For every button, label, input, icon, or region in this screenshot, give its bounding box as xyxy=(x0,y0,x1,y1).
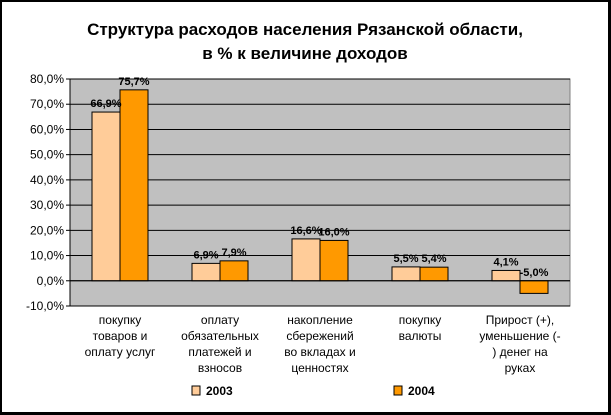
legend-label-2003: 2003 xyxy=(206,384,233,398)
bar-2003-0 xyxy=(91,111,121,282)
category-label-1-line-0: оплату xyxy=(201,313,239,327)
bar-2004-0 xyxy=(119,89,149,282)
y-tick-label: 60,0% xyxy=(30,122,64,136)
data-label-2003-4: 4,1% xyxy=(493,256,518,268)
category-label-2-line-3: ценностях xyxy=(291,361,348,375)
category-label-4-line-1: уменьшение (- xyxy=(479,329,560,343)
chart-svg: Структура расходов населения Рязанской о… xyxy=(26,20,571,398)
data-label-2003-0: 66,9% xyxy=(90,98,121,110)
bar-2004-3 xyxy=(419,266,449,282)
data-label-2003-2: 16,6% xyxy=(290,225,321,237)
category-label-0-line-1: товаров и xyxy=(93,329,148,343)
data-label-2004-2: 16,0% xyxy=(318,226,349,238)
category-label-3-line-1: валюты xyxy=(399,329,442,343)
data-label-2004-1: 7,9% xyxy=(221,247,246,259)
y-tick-label: 50,0% xyxy=(30,148,64,162)
labels-layer: 66,9% 75,7% 6,9% 7,9% 16,6%16,0% 5,5% 5,4% 4,1%… xyxy=(90,76,548,279)
category-label-4-line-3: руках xyxy=(505,361,536,375)
category-label-2-line-1: сбережений xyxy=(286,329,353,343)
y-tick-label: 20,0% xyxy=(30,223,64,237)
legend-swatch-2004 xyxy=(393,385,403,396)
category-label-1-line-2: платежей и xyxy=(188,345,251,359)
category-label-0-line-0: покупку xyxy=(99,313,141,327)
bar-2003-2 xyxy=(291,238,321,282)
y-tick-label: 0,0% xyxy=(37,274,65,288)
category-label-1-line-3: взносов xyxy=(198,361,242,375)
y-tick-label: 30,0% xyxy=(30,198,64,212)
y-tick-label: 70,0% xyxy=(30,97,64,111)
legend: 2003 2004 xyxy=(191,384,435,398)
bar-2004-1 xyxy=(219,260,249,282)
data-label-2004-4: -5,0% xyxy=(520,267,549,279)
legend-label-2004: 2004 xyxy=(408,384,435,398)
data-label-2003-3: 5,5% xyxy=(393,253,418,265)
bar-2003-1 xyxy=(191,262,221,282)
chart-title-line-2: в % к величине доходов xyxy=(202,44,408,63)
bar-2004-4 xyxy=(519,280,549,294)
y-tick-label: 10,0% xyxy=(30,249,64,263)
category-label-2-line-0: накопление xyxy=(287,313,353,327)
bars-layer xyxy=(70,89,570,294)
data-label-2004-0: 75,7% xyxy=(118,76,149,88)
y-tick-label: -10,0% xyxy=(26,299,64,313)
data-label-2003-1: 6,9% xyxy=(193,249,218,261)
category-label-4-line-0: Прирост (+), xyxy=(486,313,555,327)
bar-2004-2 xyxy=(319,239,349,282)
y-tick-label: 80,0% xyxy=(30,72,64,86)
data-label-2004-3: 5,4% xyxy=(421,253,446,265)
chart-frame: Структура расходов населения Рязанской о… xyxy=(2,2,608,412)
y-tick-label: 40,0% xyxy=(30,173,64,187)
bar-2003-4 xyxy=(491,269,521,282)
categories-layer: покупку товаров и оплату услуг оплату обязат… xyxy=(85,313,561,375)
category-label-4-line-2: ) денег на xyxy=(492,345,548,359)
category-label-2-line-2: во вкладах и xyxy=(284,345,355,359)
chart-title-line-1: Структура расходов населения Рязанской о… xyxy=(87,20,523,39)
ticks-layer: 80,0% 70,0% 60,0% 50,0% 40,0% 30,0% 20,0% 10,0%… xyxy=(26,72,71,313)
category-label-0-line-2: оплату услуг xyxy=(85,345,156,359)
category-label-1-line-1: обязательных xyxy=(181,329,259,343)
category-label-3-line-0: покупку xyxy=(399,313,441,327)
legend-swatch-2003 xyxy=(191,385,201,396)
bar-2003-3 xyxy=(391,266,421,282)
